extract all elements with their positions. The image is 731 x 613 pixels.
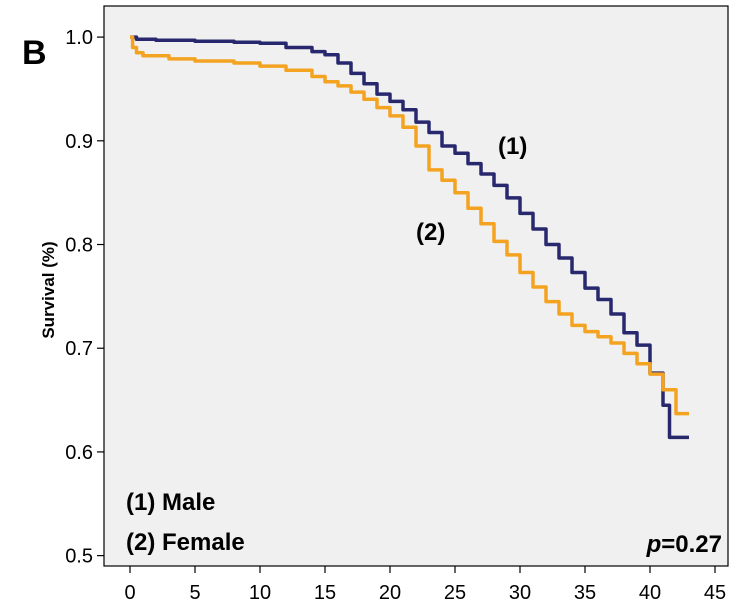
x-axis: 0 5 10 15 20 25 30 35 40 45 bbox=[124, 566, 726, 604]
y-axis-label: Survival (%) bbox=[39, 241, 58, 338]
x-tick-label: 45 bbox=[704, 582, 726, 604]
legend-line-male: (1) Male bbox=[126, 489, 215, 516]
y-tick-label: 0.5 bbox=[65, 546, 93, 568]
y-tick-label: 0.8 bbox=[65, 235, 93, 257]
x-tick-label: 40 bbox=[639, 582, 661, 604]
x-tick-label: 25 bbox=[444, 582, 466, 604]
x-tick-label: 0 bbox=[124, 582, 135, 604]
x-tick-label: 35 bbox=[574, 582, 596, 604]
p-symbol: p bbox=[646, 531, 662, 558]
x-tick-label: 15 bbox=[314, 582, 336, 604]
y-tick-label: 0.7 bbox=[65, 338, 93, 360]
plot-area bbox=[103, 5, 729, 567]
x-tick-label: 20 bbox=[379, 582, 401, 604]
y-tick-label: 1.0 bbox=[65, 27, 93, 49]
series-line-male bbox=[130, 35, 689, 440]
p-value-annotation: p=0.27 bbox=[646, 531, 722, 558]
y-tick-label: 0.6 bbox=[65, 442, 93, 464]
x-tick-label: 30 bbox=[509, 582, 531, 604]
series-line-female bbox=[130, 35, 689, 416]
x-tick-label: 10 bbox=[249, 582, 271, 604]
y-tick-label: 0.9 bbox=[65, 131, 93, 153]
series-label-female: (2) bbox=[416, 219, 445, 246]
series-group bbox=[130, 35, 689, 440]
legend-line-female: (2) Female bbox=[126, 529, 245, 556]
panel-letter: B bbox=[22, 34, 47, 72]
p-value: =0.27 bbox=[661, 531, 722, 558]
series-label-male: (1) bbox=[498, 133, 527, 160]
y-axis: 0.5 0.6 0.7 0.8 0.9 1.0 bbox=[65, 27, 104, 568]
x-tick-label: 5 bbox=[189, 582, 200, 604]
